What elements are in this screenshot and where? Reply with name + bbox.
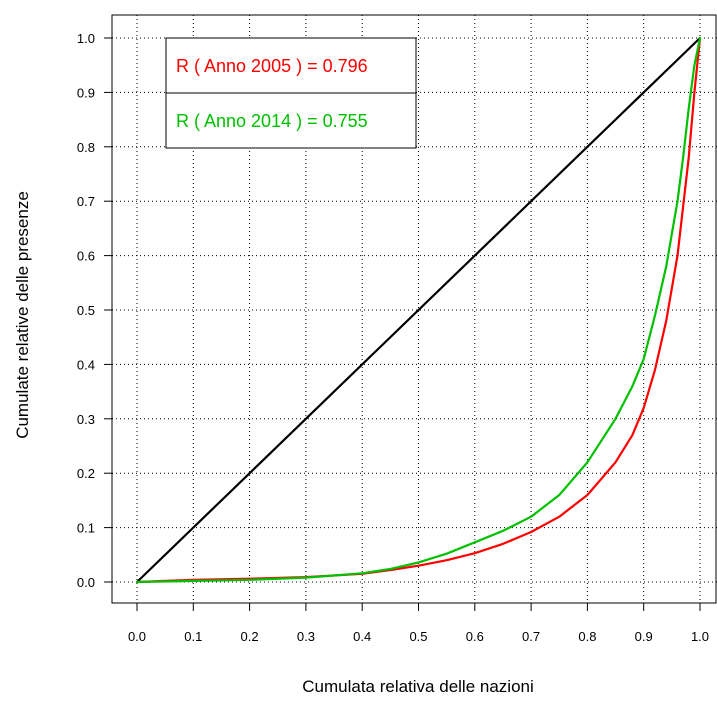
- series-2014-line: [135, 36, 702, 584]
- y-tick-label-4: 0.4: [77, 357, 95, 372]
- equality-line: [135, 36, 702, 584]
- x-tick-label-6: 0.6: [466, 629, 484, 644]
- axis-ticks: 0.0 0.1 0.2 0.3 0.4 0.5 0.6 0.7 0.8 0.9 1.0 0.0 0.1 0…: [77, 31, 709, 644]
- y-tick-label-1: 0.1: [77, 521, 95, 536]
- x-axis-title: Cumulata relativa delle nazioni: [302, 677, 534, 696]
- x-tick-label-9: 0.9: [635, 629, 653, 644]
- x-tick-label-2: 0.2: [241, 629, 259, 644]
- y-tick-label-7: 0.7: [77, 194, 95, 209]
- series-lines: [135, 36, 702, 584]
- legend-entry-2014: R ( Anno 2014 ) = 0.755: [176, 111, 368, 131]
- legend: R ( Anno 2005 ) = 0.796 R ( Anno 2014 ) …: [165, 37, 417, 149]
- x-tick-label-8: 0.8: [578, 629, 596, 644]
- plot-frame: [111, 14, 717, 604]
- y-tick-label-10: 1.0: [77, 31, 95, 46]
- x-tick-label-10: 1.0: [691, 629, 709, 644]
- y-tick-label-3: 0.3: [77, 412, 95, 427]
- x-tick-label-4: 0.4: [353, 629, 371, 644]
- x-tick-label-1: 0.1: [184, 629, 202, 644]
- x-tick-label-7: 0.7: [522, 629, 540, 644]
- y-tick-label-5: 0.5: [77, 303, 95, 318]
- y-tick-label-0: 0.0: [77, 575, 95, 590]
- x-tick-label-0: 0.0: [128, 629, 146, 644]
- x-tick-label-5: 0.5: [409, 629, 427, 644]
- y-tick-label-8: 0.8: [77, 140, 95, 155]
- y-tick-label-9: 0.9: [77, 85, 95, 100]
- y-tick-label-6: 0.6: [77, 249, 95, 264]
- legend-entry-2005: R ( Anno 2005 ) = 0.796: [176, 56, 368, 76]
- y-axis-title: Cumulate relative delle presenze: [13, 191, 32, 439]
- x-tick-label-3: 0.3: [297, 629, 315, 644]
- y-tick-label-2: 0.2: [77, 466, 95, 481]
